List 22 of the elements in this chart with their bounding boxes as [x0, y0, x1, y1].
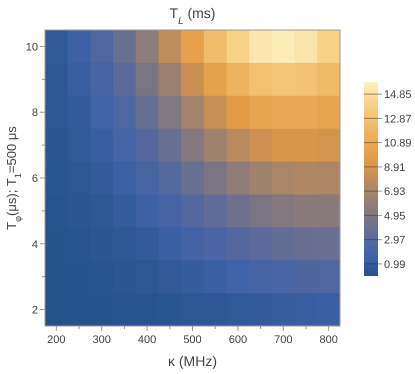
color-bar-label: 0.99	[384, 258, 406, 271]
x-tick-label: 400	[138, 334, 156, 346]
x-tick-label: 600	[228, 334, 248, 346]
y-tick-label: 6	[32, 173, 38, 185]
color-bar-label: 14.85	[384, 89, 412, 102]
color-bar-label: 2.97	[384, 234, 406, 247]
x-tick-label: 800	[319, 334, 338, 346]
y-tick-label: 10	[26, 41, 38, 54]
y-tick-label: 8	[32, 107, 38, 120]
x-tick-label: 700	[274, 334, 292, 346]
color-bar-label: 4.95	[384, 210, 406, 222]
x-tick-label: 500	[183, 334, 202, 346]
x-axis-title: κ (MHz)	[168, 353, 217, 369]
color-bar-label: 8.91	[384, 162, 406, 174]
color-bar-label: 6.93	[384, 186, 406, 198]
y-tick-label: 2	[32, 304, 38, 317]
color-bar-label: 10.89	[384, 138, 412, 150]
y-tick-label: 4	[32, 238, 38, 251]
x-tick-label: 200	[47, 334, 66, 346]
x-tick-label: 300	[92, 334, 111, 346]
color-bar-label: 12.87	[384, 113, 412, 126]
chart-title: T$_{L}$ (ms)	[170, 5, 216, 26]
